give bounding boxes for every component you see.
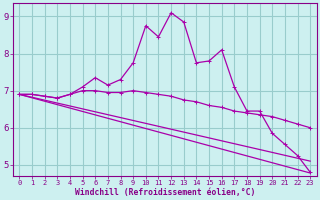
- X-axis label: Windchill (Refroidissement éolien,°C): Windchill (Refroidissement éolien,°C): [75, 188, 255, 197]
